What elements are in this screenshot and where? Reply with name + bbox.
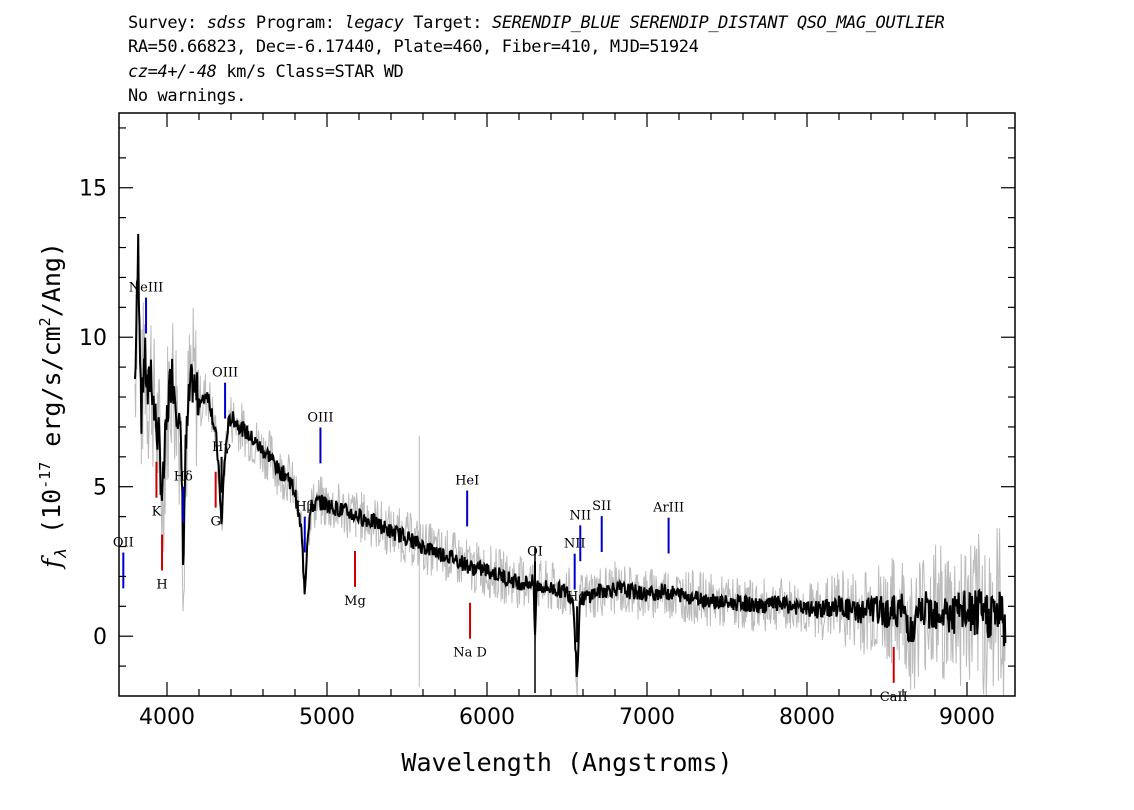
emission-label: Hα (567, 589, 587, 604)
y-tick-label: 10 (79, 326, 107, 351)
absorption-label: Mg (344, 594, 366, 609)
x-tick-label: 4000 (139, 705, 195, 730)
x-tick-label: 7000 (619, 705, 675, 730)
x-tick-label: 5000 (299, 705, 355, 730)
emission-label: NeIII (129, 281, 163, 296)
program-value: legacy (344, 13, 404, 33)
y-tick-label: 0 (93, 625, 107, 650)
emission-label: NII (564, 537, 586, 552)
tick-labels: 4000 5000 6000 7000 8000 9000 0 5 10 15 (79, 177, 995, 730)
emission-label: NII (569, 508, 591, 523)
axis-ticks (119, 113, 1015, 696)
emission-label: HeI (455, 474, 479, 489)
plot-frame (118, 112, 1016, 697)
y-tick-label: 15 (79, 177, 107, 202)
header-line-2: RA=50.66823, Dec=-6.17440, Plate=460, Fi… (128, 37, 699, 57)
y-tick-label: 5 (93, 476, 107, 501)
emission-label: OIII (212, 366, 238, 381)
emission-label: SII (592, 499, 611, 514)
absorption-label: H (156, 577, 167, 592)
header-line-3: cz=4+/-48 km/s Class=STAR WD (128, 62, 404, 82)
emission-label: OII (113, 535, 134, 550)
noise-band (134, 254, 1006, 696)
y-axis-title: fλ (10-17 erg/s/cm2/Ang) (36, 242, 70, 570)
survey-value: sdss (206, 13, 247, 33)
absorption-label: K (152, 505, 162, 520)
header-line-1: Survey: sdss Program: legacy Target: SER… (128, 13, 945, 33)
header-warnings: No warnings. (128, 86, 247, 106)
spectrum-series (134, 233, 1007, 678)
emission-label: Hγ (212, 440, 231, 455)
noise-band-path (134, 254, 1006, 696)
x-axis-title: Wavelength (Angstroms) (401, 748, 732, 777)
absorption-label: G (210, 515, 220, 530)
svg-text:fλ (10-17 erg/s/cm2/Ang): fλ (10-17 erg/s/cm2/Ang) (36, 242, 70, 570)
emission-label: Hβ (295, 500, 314, 515)
x-tick-label: 6000 (459, 705, 515, 730)
flux-line (134, 233, 1007, 678)
absorption-label: Na D (453, 646, 487, 661)
x-tick-label: 9000 (939, 705, 995, 730)
cz-value: cz=4+/-48 (128, 62, 217, 82)
x-tick-label: 8000 (779, 705, 835, 730)
emission-label: Hδ (174, 470, 193, 485)
absorption-label: CaII (880, 690, 908, 705)
emission-label: OIII (307, 410, 333, 425)
emission-label: OI (527, 544, 543, 559)
target-value: SERENDIP_BLUE SERENDIP_DISTANT QSO_MAG_O… (491, 13, 945, 33)
emission-label: ArIII (652, 501, 684, 516)
